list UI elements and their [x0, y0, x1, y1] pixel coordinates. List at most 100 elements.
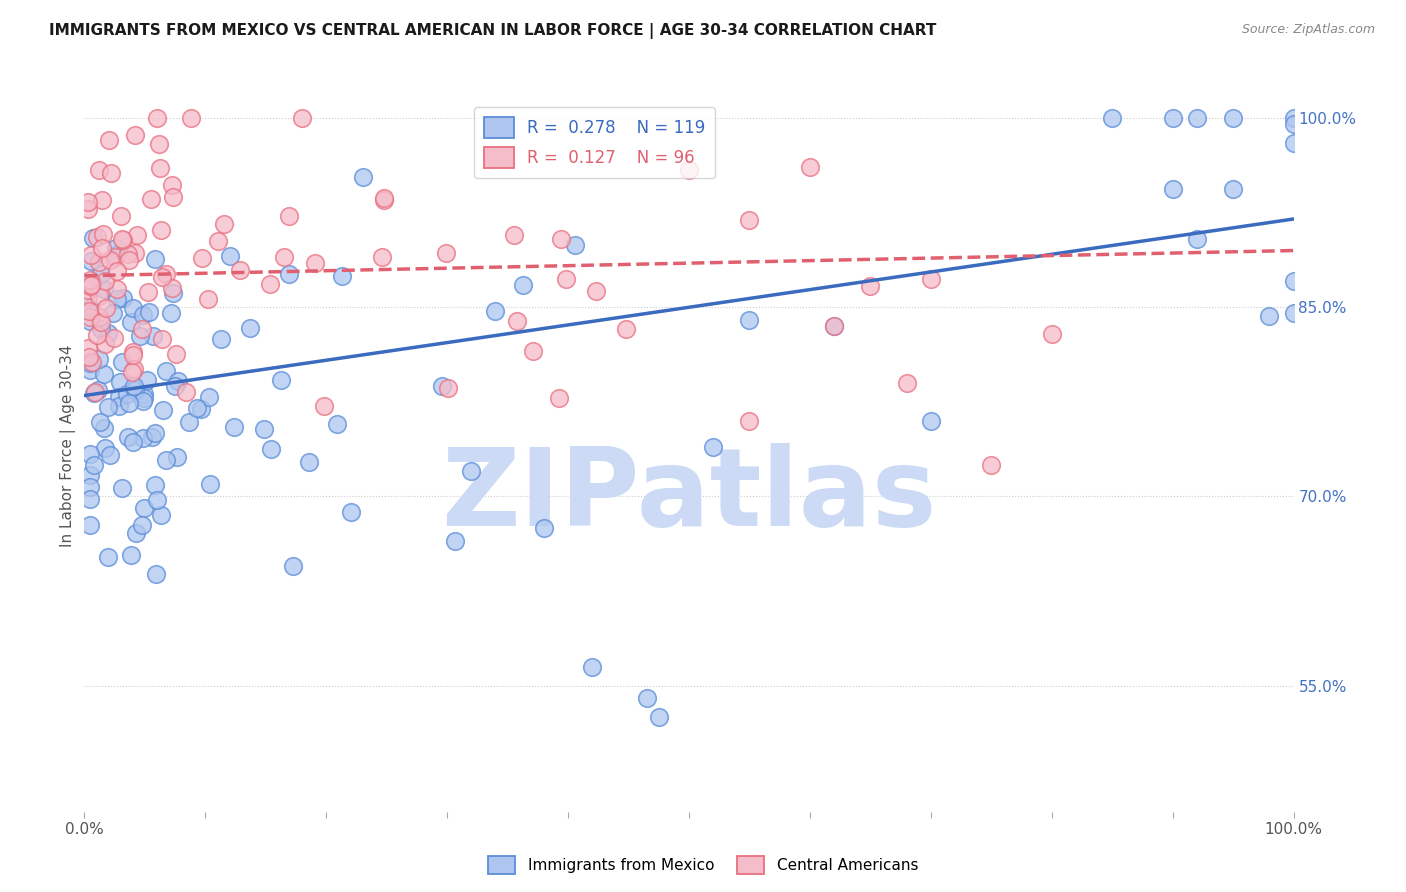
Point — [1282, 306, 1305, 320]
Point — [502, 227, 524, 242]
Point — [155, 364, 177, 378]
Point — [291, 111, 314, 125]
Point — [117, 247, 139, 261]
Point — [79, 492, 101, 507]
Point — [108, 390, 131, 404]
Point — [298, 455, 321, 469]
Point — [94, 301, 117, 316]
Point — [131, 321, 153, 335]
Point — [93, 421, 115, 435]
Point — [94, 274, 117, 288]
Point — [89, 415, 111, 429]
Point — [444, 533, 467, 548]
Point — [138, 305, 160, 319]
Point — [104, 241, 127, 255]
Point — [277, 268, 299, 282]
Point — [148, 137, 170, 152]
Point — [648, 710, 671, 724]
Point — [214, 217, 236, 231]
Point — [304, 256, 326, 270]
Point — [136, 285, 159, 300]
Point — [283, 559, 305, 574]
Point — [122, 344, 145, 359]
Point — [87, 310, 110, 325]
Point — [108, 399, 131, 413]
Point — [186, 401, 208, 415]
Point — [146, 111, 169, 125]
Point — [110, 209, 132, 223]
Point — [370, 251, 392, 265]
Point — [121, 366, 143, 380]
Point — [145, 478, 167, 492]
Point — [373, 191, 395, 205]
Point — [859, 279, 882, 293]
Point — [121, 434, 143, 449]
Point — [132, 431, 155, 445]
Point — [110, 375, 132, 389]
Point — [1101, 111, 1123, 125]
Point — [98, 448, 121, 462]
Point — [86, 327, 108, 342]
Point — [1222, 182, 1244, 196]
Legend: Immigrants from Mexico, Central Americans: Immigrants from Mexico, Central American… — [482, 850, 924, 880]
Point — [84, 385, 107, 400]
Point — [124, 384, 146, 398]
Point — [111, 233, 134, 247]
Point — [197, 292, 219, 306]
Point — [82, 231, 104, 245]
Point — [550, 232, 572, 246]
Point — [149, 161, 172, 176]
Text: Source: ZipAtlas.com: Source: ZipAtlas.com — [1241, 23, 1375, 37]
Point — [90, 322, 112, 336]
Point — [636, 691, 658, 706]
Point — [107, 282, 129, 296]
Point — [177, 415, 200, 429]
Point — [799, 161, 821, 175]
Point — [564, 237, 586, 252]
Point — [437, 381, 460, 395]
Point — [134, 500, 156, 515]
Point — [823, 319, 845, 334]
Point — [1282, 136, 1305, 151]
Point — [340, 505, 363, 519]
Point — [111, 481, 134, 495]
Point — [352, 170, 374, 185]
Point — [121, 347, 143, 361]
Point — [277, 209, 299, 223]
Point — [79, 301, 101, 315]
Point — [122, 361, 145, 376]
Point — [77, 341, 100, 355]
Point — [160, 281, 183, 295]
Point — [105, 264, 128, 278]
Point — [165, 347, 187, 361]
Point — [125, 526, 148, 541]
Point — [139, 192, 162, 206]
Point — [89, 352, 111, 367]
Point — [160, 306, 183, 320]
Point — [373, 193, 395, 207]
Point — [581, 659, 603, 673]
Point — [145, 493, 167, 508]
Point — [149, 508, 172, 522]
Point — [209, 333, 232, 347]
Point — [920, 414, 942, 428]
Point — [79, 518, 101, 533]
Point — [207, 234, 229, 248]
Point — [259, 277, 281, 292]
Point — [174, 385, 197, 400]
Point — [239, 321, 262, 335]
Point — [152, 403, 174, 417]
Point — [1282, 111, 1305, 125]
Point — [79, 356, 101, 370]
Point — [83, 386, 105, 401]
Point — [124, 379, 146, 393]
Point — [555, 272, 578, 286]
Point — [1185, 111, 1208, 125]
Point — [89, 289, 111, 303]
Point — [132, 309, 155, 323]
Point — [270, 373, 292, 387]
Point — [229, 262, 252, 277]
Point — [920, 271, 942, 285]
Point — [1222, 111, 1244, 125]
Point — [91, 194, 114, 208]
